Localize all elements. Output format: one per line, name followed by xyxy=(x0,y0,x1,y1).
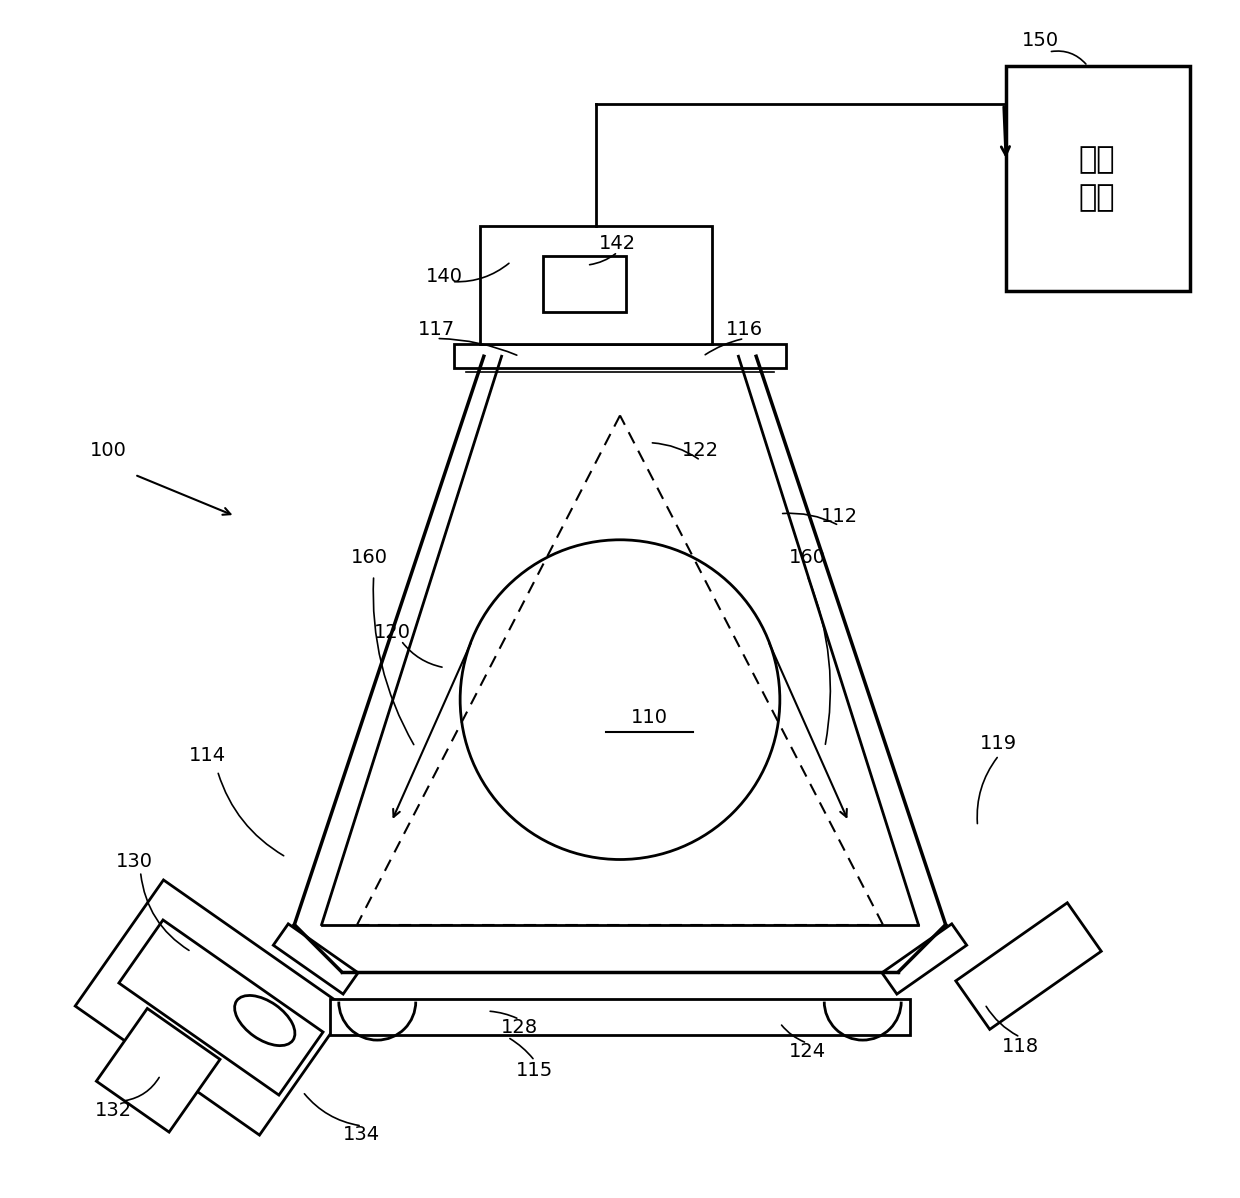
Text: 110: 110 xyxy=(631,708,668,727)
Ellipse shape xyxy=(234,996,295,1046)
Polygon shape xyxy=(119,920,324,1095)
Text: 130: 130 xyxy=(117,852,153,871)
Polygon shape xyxy=(76,881,347,1135)
Text: 142: 142 xyxy=(599,235,636,253)
Text: 117: 117 xyxy=(418,320,455,339)
Text: 114: 114 xyxy=(190,746,227,764)
Text: 118: 118 xyxy=(1002,1037,1039,1057)
Text: 134: 134 xyxy=(343,1125,381,1144)
Text: 100: 100 xyxy=(91,442,126,460)
Text: 119: 119 xyxy=(981,734,1018,754)
Polygon shape xyxy=(882,924,967,994)
Bar xyxy=(543,255,626,313)
Text: 120: 120 xyxy=(374,623,412,642)
Text: 132: 132 xyxy=(94,1101,131,1120)
Text: 115: 115 xyxy=(516,1060,553,1079)
Bar xyxy=(1006,66,1189,291)
Text: 112: 112 xyxy=(821,507,858,526)
Text: 处理
单元: 处理 单元 xyxy=(1079,145,1116,212)
Text: 116: 116 xyxy=(725,320,763,339)
Text: 160: 160 xyxy=(789,547,826,567)
Text: 150: 150 xyxy=(1022,31,1059,49)
Polygon shape xyxy=(956,903,1101,1029)
Bar xyxy=(480,226,712,344)
Text: 160: 160 xyxy=(351,547,387,567)
Text: 122: 122 xyxy=(682,442,719,460)
Polygon shape xyxy=(273,924,358,994)
Text: 124: 124 xyxy=(789,1042,826,1061)
Text: 140: 140 xyxy=(427,267,464,286)
Bar xyxy=(330,999,910,1035)
Bar xyxy=(454,344,786,368)
Polygon shape xyxy=(97,1009,219,1132)
Text: 128: 128 xyxy=(501,1018,538,1037)
